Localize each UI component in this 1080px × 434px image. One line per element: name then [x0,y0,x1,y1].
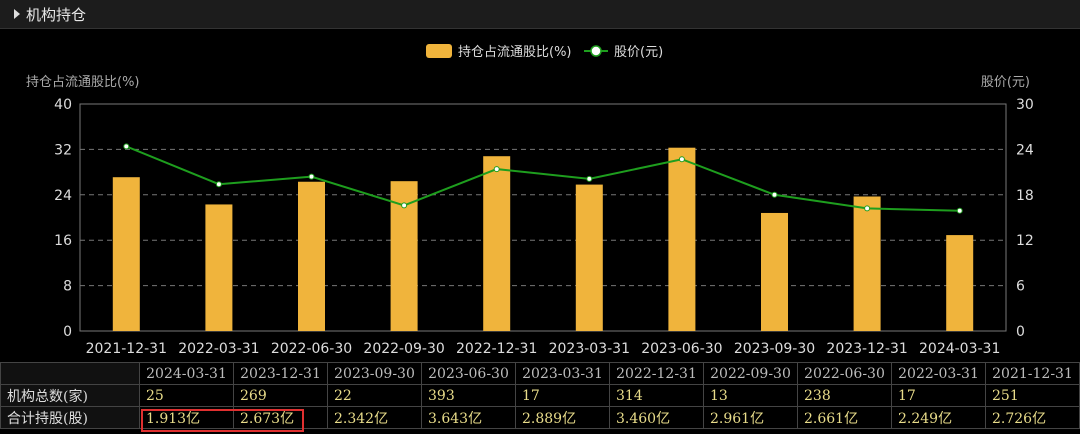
table-header-cell: 2022-09-30 [703,362,798,385]
table-cell: 238 [797,384,892,407]
expand-triangle-icon[interactable] [14,9,20,19]
bar [668,147,696,331]
y-right-tick-label: 18 [1016,188,1034,204]
bar [761,212,788,331]
highlight-box [141,409,304,432]
table-row-institution-count: 机构总数(家) 25 269 22 393 17 314 13 238 17 2… [0,384,1080,407]
y-right-tick-label: 6 [1016,279,1025,295]
table-cell: 17 [515,384,610,407]
x-tick-label: 2023-06-30 [641,341,722,357]
panel-title: 机构持仓 [26,6,87,24]
y-left-tick-label: 40 [54,97,72,113]
price-point [493,166,500,173]
table-cell: 2.342亿 [327,406,422,429]
price-point [771,191,778,198]
bar [853,196,881,331]
y-right-tick-label: 12 [1016,233,1034,249]
table-header-cell: 2024-03-31 [139,362,234,385]
x-tick-label: 2022-06-30 [271,341,352,357]
y-axis-left: 0 8 16 24 32 40 [54,97,72,340]
price-point [864,205,871,212]
table-row-total-holdings: 合计持股(股) 1.913亿 2.673亿 2.342亿 3.643亿 2.88… [0,406,1080,429]
table-row-label: 机构总数(家) [0,384,140,407]
legend-bar-label: 持仓占流通股比(%) [458,45,572,60]
table-cell: 269 [233,384,328,407]
y-left-tick-label: 16 [54,233,72,249]
y-right-tick-label: 30 [1016,97,1034,113]
table-cell: 314 [609,384,704,407]
table-cell: 22 [327,384,422,407]
chart-grid [79,103,1007,332]
table-cell: 2.889亿 [515,406,610,429]
price-point [215,181,222,188]
y-axis-right: 0 6 12 18 24 30 [1016,97,1034,340]
table-cell: 17 [891,384,986,407]
table-cell: 251 [985,384,1080,407]
x-tick-label: 2022-12-31 [456,341,537,357]
table-cell: 2.673亿 [233,406,328,429]
price-point [678,156,685,163]
table-cell: 13 [703,384,798,407]
table-cell: 3.460亿 [609,406,704,429]
x-tick-label: 2023-09-30 [734,341,815,357]
plot-frame [79,103,1007,332]
table-header-row: 2024-03-31 2023-12-31 2023-09-30 2023-06… [0,362,1080,385]
table-cell: 2.726亿 [985,406,1080,429]
panel-header: 机构持仓 [0,0,1080,29]
table-cell: 2.249亿 [891,406,986,429]
x-tick-label: 2023-03-31 [549,341,630,357]
price-line-series [123,143,963,214]
x-tick-label: 2022-09-30 [363,341,444,357]
price-point [401,202,408,209]
bar [946,235,974,331]
y-axis-left-label: 持仓占流通股比(%) [26,75,140,90]
table-cell: 25 [139,384,234,407]
y-left-tick-label: 0 [63,324,72,340]
bar [298,181,325,331]
price-line [125,145,960,212]
chart-legend: 持仓占流通股比(%) 股价(元) [426,44,663,60]
holdings-chart: 持仓占流通股比(%) 股价(元) 持仓占流通股比(%) 股价(元) 0 8 16 24… [26,44,1034,357]
legend-line-marker [590,45,602,57]
price-point [123,143,130,150]
table-cell: 2.961亿 [703,406,798,429]
price-point [956,207,963,214]
table-row-label: 合计持股(股) [0,406,140,429]
x-tick-label: 2021-12-31 [86,341,167,357]
x-tick-label: 2022-03-31 [178,341,259,357]
y-left-tick-label: 8 [63,279,72,295]
y-right-tick-label: 24 [1016,142,1034,158]
x-tick-label: 2024-03-31 [919,341,1000,357]
bar [483,156,511,331]
y-left-tick-label: 32 [54,142,72,158]
table-header-cell: 2022-06-30 [797,362,892,385]
bar [112,177,140,331]
holdings-table: 2024-03-31 2023-12-31 2023-09-30 2023-06… [0,362,1080,429]
table-header-cell: 2023-06-30 [421,362,516,385]
bar-series [112,147,974,331]
y-left-tick-label: 24 [54,188,72,204]
bar [575,184,603,331]
price-point [586,175,593,182]
table-corner-cell [0,362,140,385]
table-cell: 393 [421,384,516,407]
legend-line-label: 股价(元) [614,45,663,60]
table-header-cell: 2021-12-31 [985,362,1080,385]
table-cell: 2.661亿 [797,406,892,429]
table-header-cell: 2023-03-31 [515,362,610,385]
bar [205,204,233,331]
y-axis-right-label: 股价(元) [981,75,1030,90]
price-point [308,173,315,180]
x-axis: 2021-12-31 2022-03-31 2022-06-30 2022-09-30… [86,341,1001,357]
x-tick-label: 2023-12-31 [826,341,907,357]
table-header-cell: 2023-09-30 [327,362,422,385]
table-cell: 3.643亿 [421,406,516,429]
table-header-cell: 2022-12-31 [609,362,704,385]
y-right-tick-label: 0 [1016,324,1025,340]
table-header-cell: 2022-03-31 [891,362,986,385]
table-header-cell: 2023-12-31 [233,362,328,385]
legend-bar-swatch [426,44,452,58]
